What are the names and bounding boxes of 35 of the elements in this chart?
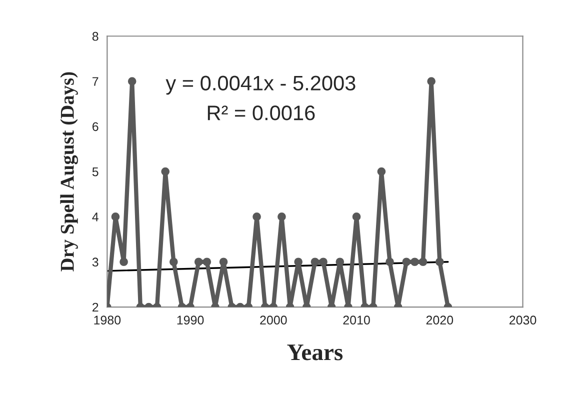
point xyxy=(410,258,419,266)
y-tick-label: 2 xyxy=(92,302,98,312)
y-tick-label: 6 xyxy=(92,122,98,132)
annotation: y = 0.0041x - 5.2003 xyxy=(166,76,356,95)
x-tick-label: 2020 xyxy=(426,316,454,325)
point xyxy=(377,167,386,176)
point xyxy=(278,212,286,221)
point xyxy=(219,258,228,266)
x-axis-title: Years xyxy=(287,344,343,360)
point xyxy=(418,258,428,266)
x-tick-label: 2030 xyxy=(510,316,536,325)
y-tick-label: 4 xyxy=(92,212,98,222)
y-tick-label: 3 xyxy=(92,258,98,267)
point xyxy=(402,258,411,266)
x-tick-label: 2010 xyxy=(343,316,370,325)
y-tick-label: 7 xyxy=(92,77,98,86)
point xyxy=(435,258,444,266)
point xyxy=(252,212,261,221)
point xyxy=(161,167,170,176)
y-tick-label: 5 xyxy=(92,168,98,176)
point xyxy=(386,258,394,266)
y-tick-label: 8 xyxy=(92,32,98,41)
point xyxy=(111,212,120,221)
x-tick-label: 1980 xyxy=(94,316,121,325)
point xyxy=(310,258,320,266)
point xyxy=(202,258,212,266)
annotation: R² = 0.0016 xyxy=(208,106,315,120)
point xyxy=(319,258,328,266)
x-tick-label: 1990 xyxy=(177,316,204,325)
point xyxy=(169,258,178,266)
y-axis-title: Dry Spell August (Days) xyxy=(60,72,78,272)
x-tick-label: 2000 xyxy=(260,316,287,325)
point xyxy=(352,212,361,221)
point xyxy=(120,258,128,266)
point xyxy=(194,258,203,266)
